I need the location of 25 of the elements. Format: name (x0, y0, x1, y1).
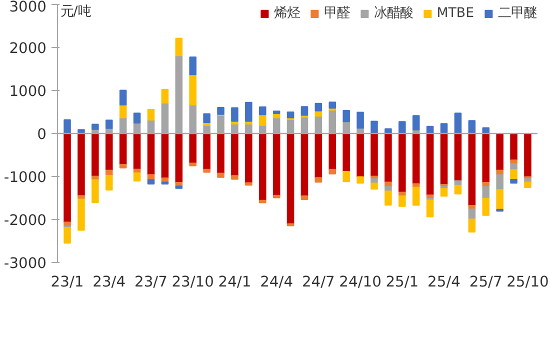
x-tick-label: 25/1 (386, 274, 419, 290)
x-tick-label: 25/4 (428, 274, 460, 290)
y-tick-label: 3000 (9, 0, 47, 16)
x-tick-label: 25/10 (506, 274, 549, 290)
x-tick-label: 25/7 (469, 274, 502, 290)
y-tick-label: 0 (37, 126, 47, 143)
y-axis-title: 元/吨 (60, 4, 91, 20)
legend-label: 冰醋酸 (374, 5, 413, 22)
x-tick-label: 23/1 (50, 274, 84, 290)
y-tick-label: 2000 (9, 40, 47, 57)
x-tick-label: 23/10 (172, 274, 214, 290)
x-tick-label: 24/7 (302, 274, 335, 290)
x-tick-label: 23/7 (134, 274, 168, 290)
legend-label: 甲醛 (324, 4, 350, 22)
legend-label: 二甲醚 (498, 5, 537, 22)
x-tick-label: 23/4 (92, 274, 126, 290)
y-tick-label: -2000 (4, 212, 47, 229)
x-tick-label: 24/4 (260, 274, 294, 290)
y-tick-label: -1000 (4, 169, 47, 186)
legend-label: MTBE (436, 6, 474, 20)
x-tick-label: 24/1 (218, 274, 252, 290)
legend-label: 烯烃 (274, 5, 300, 22)
y-tick-label: 1000 (9, 83, 47, 100)
x-tick-label: 24/10 (339, 274, 382, 290)
y-tick-label: -3000 (4, 255, 47, 272)
